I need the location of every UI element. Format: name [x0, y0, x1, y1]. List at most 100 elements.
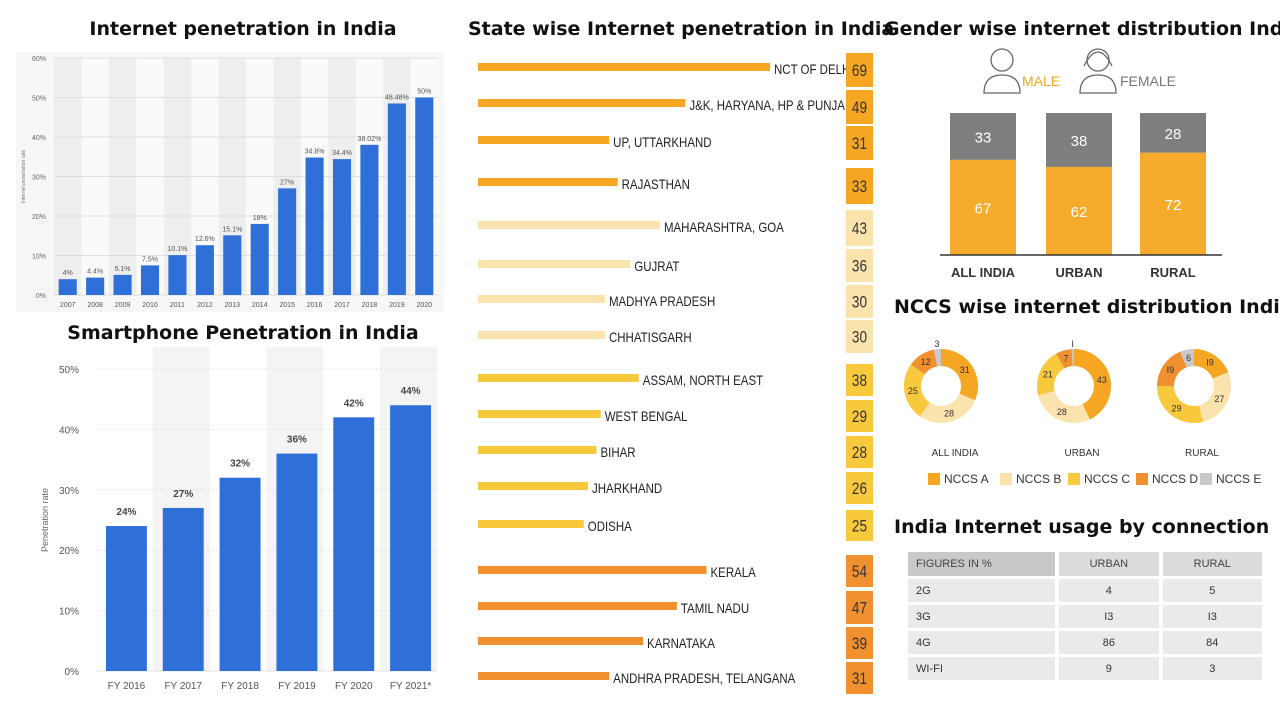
table-header-cell: FIGURES IN %: [908, 552, 1056, 576]
internet-penetration-chart: 0% 10% 20% 30% 40% 50% 60% Internet penetration…: [16, 52, 444, 312]
state-bar: [478, 672, 610, 680]
slice-label: I9: [1167, 365, 1175, 375]
x-tick-label: FY 2018: [221, 681, 259, 692]
torso: [1079, 74, 1117, 94]
x-tick-label: 2017: [334, 302, 350, 309]
donut-slice: [1074, 349, 1111, 420]
bar: [168, 255, 187, 295]
value-label: 43: [852, 220, 867, 239]
smartphone-penetration-plot: 0% 10% 20% 30% 40% 50% Penetration rate 24% FY 2…: [40, 347, 437, 692]
donut-slice: [1056, 349, 1073, 369]
state-label: KERALA: [711, 564, 757, 580]
value-label: 28: [852, 444, 867, 463]
table-row: WI-FI 9 3: [908, 657, 1262, 680]
slice-label: 6: [1186, 353, 1191, 363]
data-label: 24%: [116, 507, 136, 518]
legend-swatch: [1000, 473, 1012, 485]
nccs-distribution-chart: 31 28 25 12 3 ALL INDIA 43 28 21 7 I URBAN I9 27 29 I9 6…: [900, 322, 1270, 492]
slice-label: I: [1071, 339, 1074, 349]
data-label: 44%: [401, 386, 421, 397]
x-tick-label: 2010: [142, 302, 158, 309]
value-box: [846, 510, 873, 541]
state-label: ODISHA: [588, 518, 632, 534]
donut-slice: [904, 364, 930, 417]
y-tick-label: 30%: [32, 175, 46, 182]
y-tick-label: 40%: [32, 135, 46, 142]
x-tick-label: FY 2020: [335, 681, 373, 692]
state-bar: [478, 63, 770, 71]
state-bar: [478, 520, 584, 528]
donut-slice: [1180, 349, 1194, 368]
slice-label: I9: [1206, 357, 1214, 367]
y-tick-label: 20%: [59, 546, 79, 557]
value-label: 33: [852, 178, 867, 197]
bar: [250, 223, 269, 295]
donut-label: ALL INDIA: [932, 448, 979, 459]
data-label: 48.48%: [385, 95, 409, 102]
nccs-distribution-plot: 31 28 25 123 ALL INDIA 43 28 21 7I URBAN I9 27 29 I9 6…: [904, 339, 1261, 486]
value-box: [846, 249, 873, 282]
slice-label: 27: [1214, 394, 1224, 404]
table-cell: 9: [1059, 657, 1159, 680]
table-header-cell: RURAL: [1162, 552, 1262, 576]
y-tick-label: 50%: [59, 365, 79, 376]
table-cell: 5: [1162, 579, 1262, 602]
data-label: 27%: [173, 489, 193, 500]
value-box: [846, 90, 873, 124]
table-row: 4G 86 84: [908, 631, 1262, 654]
slice-label: 28: [1057, 407, 1067, 417]
legend-swatch: [1200, 473, 1212, 485]
value-label: 30: [852, 328, 867, 347]
y-tick-label: 40%: [59, 425, 79, 436]
connection-usage-title: India Internet usage by connection: [894, 516, 1270, 538]
slice-label: 31: [960, 365, 970, 375]
state-label: GUJRAT: [634, 258, 679, 274]
table-cell: 4: [1059, 579, 1159, 602]
state-label: BIHAR: [600, 444, 635, 460]
bar: [387, 103, 406, 295]
data-label: 4%: [63, 270, 73, 277]
bar: [415, 97, 434, 295]
value-label: 39: [852, 635, 867, 654]
bar: [333, 417, 375, 671]
male-value-label: 67: [975, 200, 992, 217]
donut-slice: [1198, 372, 1231, 422]
slice-label: 7: [1064, 354, 1069, 364]
x-tick-label: 2009: [115, 302, 131, 309]
x-tick-label: 2015: [279, 302, 295, 309]
bar: [86, 277, 105, 295]
table-row: 3G I3 I3: [908, 605, 1262, 628]
x-tick-label: FY 2019: [278, 681, 316, 692]
internet-penetration-title: Internet penetration in India: [89, 18, 397, 40]
legend-swatch: [1136, 473, 1148, 485]
table-cell: WI-FI: [908, 657, 1056, 680]
state-label: NCT OF DELHI: [774, 61, 854, 77]
bar: [58, 279, 77, 295]
y-tick-label: 50%: [32, 96, 46, 103]
x-tick-label: 2018: [362, 302, 378, 309]
bar: [360, 144, 379, 295]
state-bar: [478, 178, 618, 186]
table-row: 2G 4 5: [908, 579, 1262, 602]
table-cell: I3: [1059, 605, 1159, 628]
state-bar: [478, 410, 601, 418]
gender-distribution-chart: MALE FEMALE 33 67 ALL INDIA 38 62 URBAN 28 72 RURA…: [900, 42, 1270, 288]
donut-slice: [920, 393, 976, 423]
x-tick-label: 2020: [416, 302, 432, 309]
state-label: J&K, HARYANA, HP & PUNJAB: [689, 97, 852, 113]
bar: [305, 157, 324, 295]
data-label: 18%: [253, 215, 267, 222]
male-value-label: 62: [1071, 204, 1088, 221]
x-tick-label: 2007: [60, 302, 76, 309]
slice-label: 28: [944, 408, 954, 418]
table-cell: 84: [1162, 631, 1262, 654]
data-label: 32%: [230, 459, 250, 470]
x-tick-label: 2011: [170, 302, 185, 309]
data-label: 36%: [287, 435, 307, 446]
data-label: 5.1%: [115, 266, 131, 273]
x-tick-label: FY 2021*: [390, 681, 432, 692]
slice-label: 29: [1172, 404, 1182, 414]
female-segment: [1046, 113, 1112, 167]
x-tick-label: FY 2016: [108, 681, 146, 692]
value-box: [846, 400, 873, 432]
